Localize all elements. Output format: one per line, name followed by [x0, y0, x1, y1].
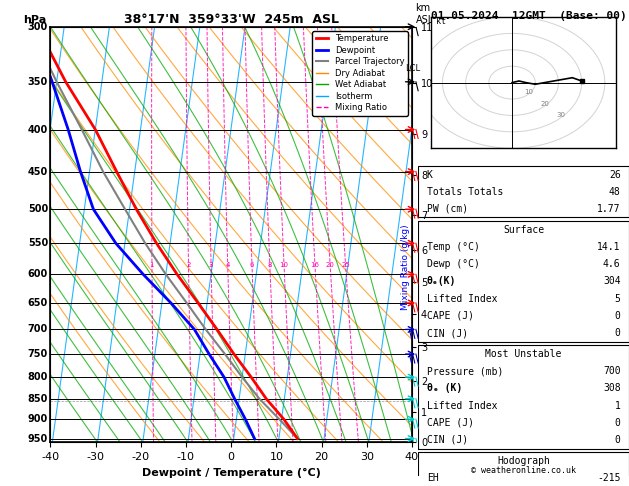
- Text: θₑ(K): θₑ(K): [426, 277, 456, 286]
- Text: 1.77: 1.77: [597, 204, 621, 214]
- Text: Dewp (°C): Dewp (°C): [426, 259, 479, 269]
- Text: EH: EH: [426, 473, 438, 483]
- Text: 10: 10: [524, 89, 533, 95]
- Text: 20: 20: [540, 101, 549, 106]
- Text: 6: 6: [250, 262, 254, 268]
- Text: 4: 4: [226, 262, 230, 268]
- Text: 0: 0: [615, 418, 621, 428]
- Text: Mixing Ratio (g/kg): Mixing Ratio (g/kg): [401, 225, 409, 310]
- Text: -215: -215: [597, 473, 621, 483]
- Text: 350: 350: [28, 77, 48, 87]
- Text: 20: 20: [326, 262, 335, 268]
- Text: km
ASL: km ASL: [416, 3, 434, 25]
- Text: 14.1: 14.1: [597, 242, 621, 252]
- Text: 25: 25: [342, 262, 350, 268]
- Text: 650: 650: [28, 298, 48, 308]
- Text: 1: 1: [150, 262, 154, 268]
- Text: PW (cm): PW (cm): [426, 204, 468, 214]
- Text: 5: 5: [615, 294, 621, 304]
- Text: 700: 700: [603, 366, 621, 376]
- Text: 1: 1: [615, 400, 621, 411]
- Text: CAPE (J): CAPE (J): [426, 311, 474, 321]
- Text: 26: 26: [609, 170, 621, 179]
- Text: 600: 600: [28, 269, 48, 279]
- Text: 300: 300: [28, 22, 48, 32]
- Text: 30: 30: [556, 112, 565, 118]
- Text: 0: 0: [615, 311, 621, 321]
- Text: Hodograph: Hodograph: [497, 456, 550, 466]
- Text: 308: 308: [603, 383, 621, 394]
- Text: © weatheronline.co.uk: © weatheronline.co.uk: [471, 466, 576, 475]
- Text: 304: 304: [603, 277, 621, 286]
- Title: 38°17'N  359°33'W  245m  ASL: 38°17'N 359°33'W 245m ASL: [124, 13, 338, 26]
- Text: CIN (J): CIN (J): [426, 328, 468, 338]
- Text: Temp (°C): Temp (°C): [426, 242, 479, 252]
- Text: hPa: hPa: [23, 15, 47, 25]
- Text: Surface: Surface: [503, 225, 544, 235]
- Text: 900: 900: [28, 414, 48, 424]
- Text: 01.05.2024  12GMT  (Base: 00): 01.05.2024 12GMT (Base: 00): [431, 11, 626, 21]
- Text: 8: 8: [268, 262, 272, 268]
- Text: 0: 0: [615, 435, 621, 445]
- Text: Totals Totals: Totals Totals: [426, 187, 503, 197]
- Text: 850: 850: [28, 394, 48, 404]
- Text: 500: 500: [28, 204, 48, 214]
- Text: Lifted Index: Lifted Index: [426, 294, 497, 304]
- Text: 750: 750: [28, 349, 48, 359]
- Text: Pressure (mb): Pressure (mb): [426, 366, 503, 376]
- Text: 700: 700: [28, 325, 48, 334]
- Text: 16: 16: [311, 262, 320, 268]
- Text: 450: 450: [28, 167, 48, 176]
- Text: 400: 400: [28, 124, 48, 135]
- Text: 0: 0: [615, 328, 621, 338]
- Text: CAPE (J): CAPE (J): [426, 418, 474, 428]
- Text: CIN (J): CIN (J): [426, 435, 468, 445]
- Text: 48: 48: [609, 187, 621, 197]
- Text: 4.6: 4.6: [603, 259, 621, 269]
- Text: 2: 2: [186, 262, 191, 268]
- Text: 800: 800: [28, 372, 48, 382]
- Text: θₑ (K): θₑ (K): [426, 383, 462, 394]
- Text: 3: 3: [209, 262, 213, 268]
- Text: Most Unstable: Most Unstable: [486, 349, 562, 359]
- Text: kt: kt: [435, 17, 445, 26]
- Text: 10: 10: [280, 262, 289, 268]
- Text: 950: 950: [28, 434, 48, 444]
- Text: LCL: LCL: [405, 64, 420, 72]
- Text: K: K: [426, 170, 433, 179]
- X-axis label: Dewpoint / Temperature (°C): Dewpoint / Temperature (°C): [142, 468, 321, 478]
- Legend: Temperature, Dewpoint, Parcel Trajectory, Dry Adiabat, Wet Adiabat, Isotherm, Mi: Temperature, Dewpoint, Parcel Trajectory…: [313, 31, 408, 116]
- Text: Lifted Index: Lifted Index: [426, 400, 497, 411]
- Text: 550: 550: [28, 238, 48, 248]
